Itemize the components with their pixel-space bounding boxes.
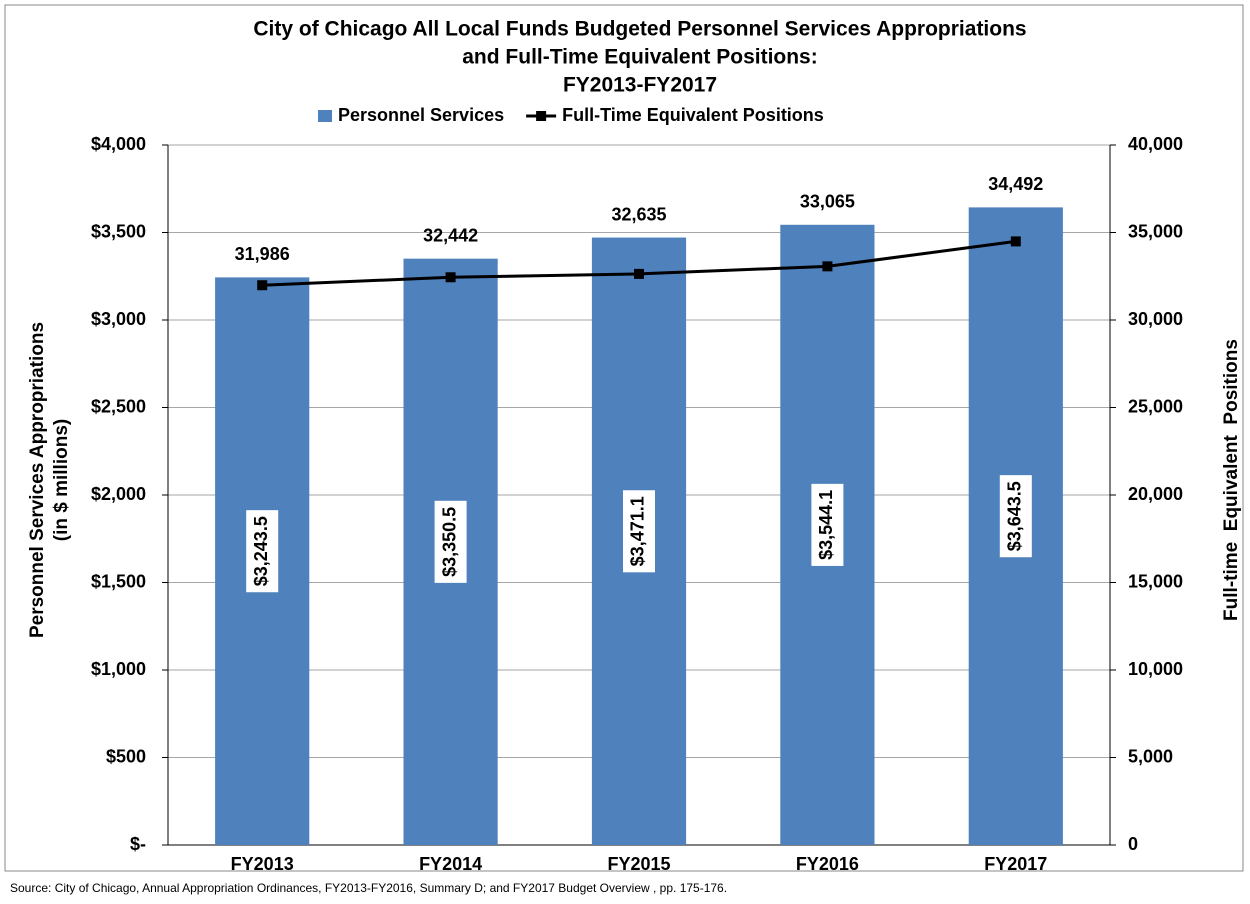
- y-tick-label: $-: [130, 834, 146, 854]
- x-tick-label: FY2017: [984, 854, 1047, 874]
- y2-tick-label: 0: [1128, 834, 1138, 854]
- data-label: $3,350.5: [439, 507, 459, 577]
- legend-label: Personnel Services: [338, 105, 504, 125]
- data-label-box: [434, 500, 467, 583]
- data-label: $3,643.5: [1005, 481, 1025, 551]
- data-label: 32,635: [611, 204, 666, 224]
- data-label: $3,243.5: [251, 516, 271, 586]
- chart-border: [4, 4, 1244, 872]
- x-tick-label: FY2014: [419, 854, 482, 874]
- marker: [634, 268, 644, 279]
- y2-tick-label: 15,000: [1128, 571, 1183, 591]
- chart-title: City of Chicago All Local Funds Budgeted…: [253, 18, 1026, 41]
- y2-tick-label: 10,000: [1128, 659, 1183, 679]
- marker: [1010, 236, 1021, 247]
- marker: [257, 280, 268, 291]
- y2-tick-label: 5,000: [1128, 746, 1173, 766]
- chart-title: and Full-Time Equivalent Positions:: [462, 46, 817, 69]
- data-label: 32,442: [423, 225, 478, 245]
- y2-axis-label: Full-time Equivalent Positions: [1221, 339, 1242, 621]
- marker: [822, 261, 833, 272]
- y-tick-label: $1,000: [91, 659, 146, 679]
- legend-label: Full-Time Equivalent Positions: [562, 105, 824, 125]
- y-tick-label: $2,500: [91, 396, 146, 416]
- chart-title: FY2013-FY2017: [563, 74, 717, 97]
- data-label: 34,492: [988, 174, 1043, 194]
- y-tick-label: $3,000: [91, 309, 146, 329]
- y2-tick-label: 20,000: [1128, 484, 1183, 504]
- y2-tick-label: 35,000: [1128, 221, 1183, 241]
- y-tick-label: $4,000: [91, 134, 146, 154]
- data-label: $3,471.1: [628, 496, 648, 566]
- x-tick-label: FY2013: [231, 854, 294, 874]
- y2-tick-label: 40,000: [1128, 134, 1183, 154]
- legend-swatch: [318, 110, 332, 122]
- y-axis-label: (in $ millions): [51, 419, 72, 541]
- data-label-box: [246, 510, 279, 593]
- source-note: Source: City of Chicago, Annual Appropri…: [10, 881, 727, 895]
- x-tick-label: FY2015: [607, 854, 670, 874]
- y-tick-label: $500: [106, 746, 146, 766]
- data-label-box: [811, 483, 844, 566]
- y2-tick-label: 30,000: [1128, 309, 1183, 329]
- y-axis-label: Personnel Services Appropriations: [27, 322, 48, 638]
- data-label: $3,544.1: [816, 490, 836, 560]
- data-label-box: [999, 475, 1032, 558]
- data-label: 31,986: [235, 244, 290, 264]
- y-tick-label: $3,500: [91, 221, 146, 241]
- x-tick-label: FY2016: [796, 854, 859, 874]
- data-label: 33,065: [800, 192, 855, 212]
- y-tick-label: $2,000: [91, 484, 146, 504]
- y2-tick-label: 25,000: [1128, 396, 1183, 416]
- marker: [445, 272, 456, 283]
- legend-swatch: [536, 111, 547, 121]
- data-label-box: [623, 490, 655, 573]
- y-tick-label: $1,500: [91, 571, 146, 591]
